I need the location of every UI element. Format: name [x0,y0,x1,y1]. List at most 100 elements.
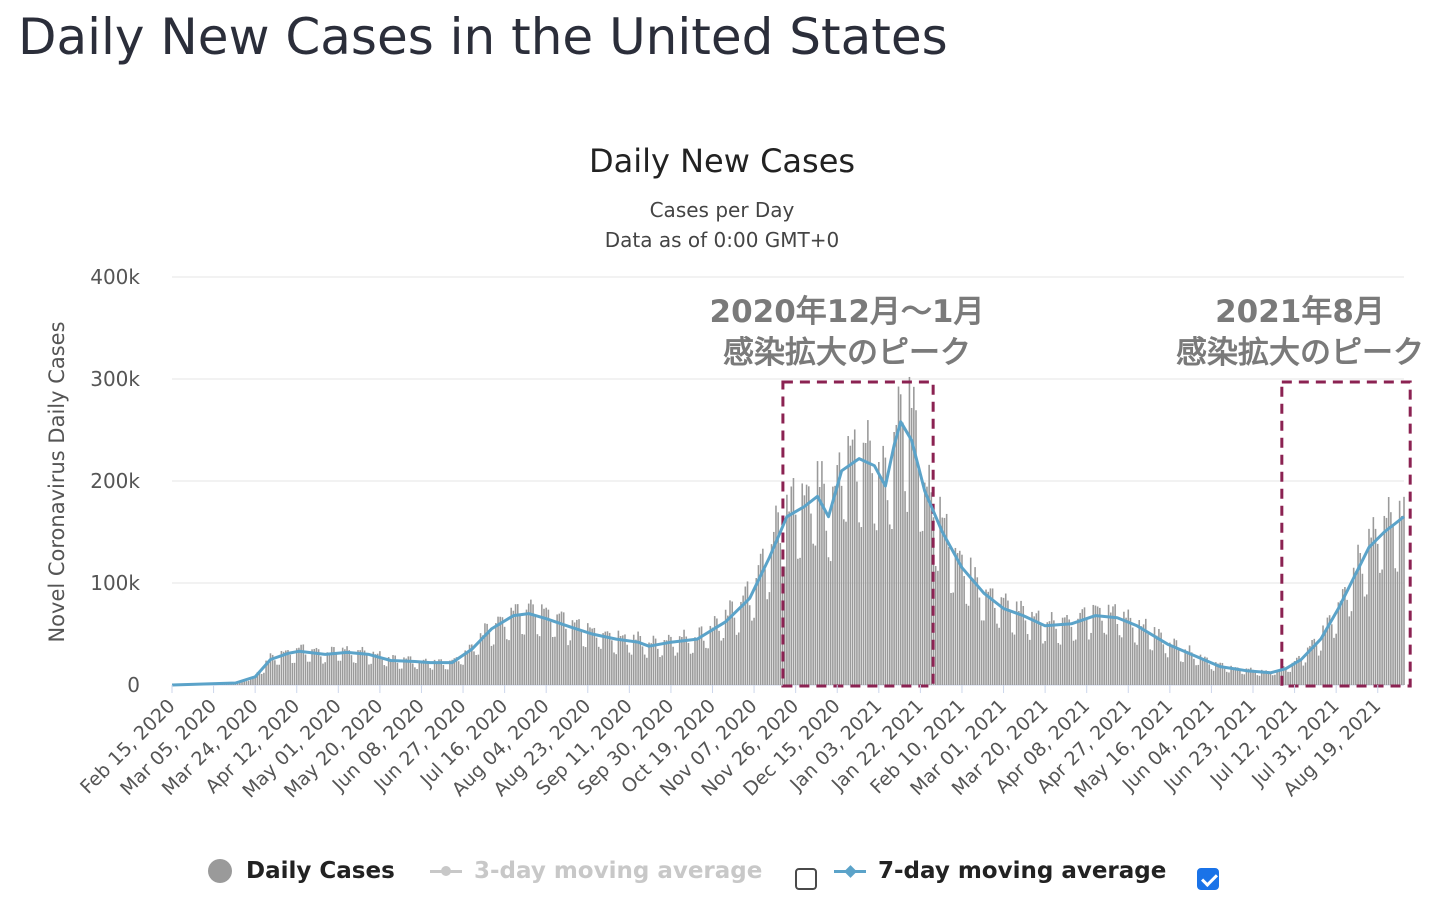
bar [285,650,287,685]
bar [698,627,701,685]
bar [692,652,694,685]
bar [339,660,342,685]
bar [1035,613,1038,685]
bar [1188,645,1191,685]
bar [1116,623,1119,685]
bar [1186,651,1189,685]
bar [884,457,887,685]
bar [510,607,512,685]
bar [783,566,786,685]
bar [311,649,313,685]
bar [808,486,810,685]
bar [405,658,407,685]
bar [1101,620,1103,685]
bar [1166,657,1169,685]
bar [1162,644,1165,685]
legend-ma3[interactable]: 3-day moving average [430,858,762,884]
bar [573,622,576,685]
legend-daily-cases-label: Daily Cases [246,858,395,884]
bar [359,650,361,685]
bar [705,647,707,685]
bar [392,655,394,685]
bar [904,491,906,685]
bar [910,407,913,685]
bar [779,543,782,685]
bar [718,630,720,685]
bar [891,529,893,685]
bar [838,452,841,685]
bar [1053,620,1055,685]
bar [322,663,324,685]
bar [731,601,733,685]
line-diamond-icon [834,861,866,881]
bar [315,647,318,685]
ma3-checkbox[interactable] [795,868,817,890]
bar [1042,643,1044,685]
bar [420,661,423,685]
bar [501,617,504,685]
bar [1140,626,1143,685]
bar [1221,662,1224,685]
bar [438,659,440,685]
bar [681,636,683,685]
bar [803,495,806,685]
bar [1011,632,1014,685]
bar [1083,607,1086,685]
bar [969,557,972,685]
bar [1201,658,1204,685]
bar [972,578,974,685]
bar [694,637,696,685]
bar [435,662,438,685]
bar [1267,671,1270,685]
bar [357,650,359,685]
bar [1287,671,1289,685]
bar [950,592,952,685]
y-tick-label: 400k [90,265,140,289]
bar [503,626,506,685]
bar [1206,657,1208,685]
bar [886,500,889,685]
bar [1127,609,1130,685]
bar [1376,543,1379,685]
legend-daily-cases[interactable]: Daily Cases [208,858,395,884]
bar [987,591,990,685]
annotation-line2: 感染拡大のピーク [723,335,971,371]
bar [1142,624,1145,685]
bar [1129,617,1132,685]
bar [1278,669,1281,685]
bar [952,592,955,685]
bar [829,561,832,685]
bar [1180,661,1182,685]
bar [628,652,631,685]
bar [1199,654,1202,685]
bar [1322,625,1324,685]
bar [934,566,937,685]
y-tick-label: 0 [127,673,140,697]
bar [923,482,926,685]
bar [1269,673,1272,685]
bar [1230,665,1232,685]
bar [1341,589,1344,685]
bar [523,634,526,685]
bar [269,653,272,685]
bar [521,634,523,685]
bar [762,548,764,685]
bar [1173,638,1176,685]
bar [917,469,919,685]
bar [1037,610,1040,685]
bar [1147,634,1149,685]
legend-ma7[interactable]: 7-day moving average [834,858,1166,884]
bar [753,617,755,685]
bar [335,652,337,685]
bar [954,547,957,685]
ma7-checkbox[interactable] [1197,868,1219,890]
bar [611,640,613,685]
bar [1366,594,1368,685]
bar [864,443,867,685]
bar [908,376,911,685]
bar [466,651,469,685]
bar [709,625,712,685]
bar [547,609,550,685]
bar [274,660,276,685]
bar [1361,573,1364,685]
